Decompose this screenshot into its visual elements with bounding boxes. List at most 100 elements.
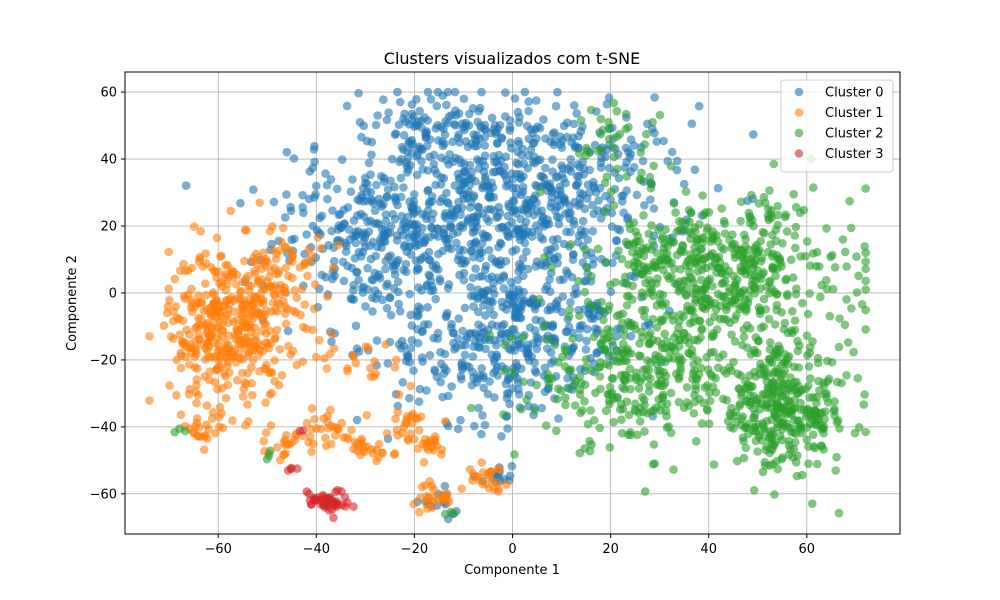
data-point xyxy=(765,448,774,458)
data-point xyxy=(443,87,453,97)
data-point xyxy=(784,397,793,407)
data-point xyxy=(602,99,612,109)
data-point xyxy=(240,256,249,266)
data-point xyxy=(638,156,648,166)
data-point xyxy=(372,336,382,345)
data-point xyxy=(181,181,191,190)
data-point xyxy=(420,113,429,122)
data-point xyxy=(289,154,299,163)
data-point xyxy=(442,100,451,110)
data-point xyxy=(573,237,583,247)
data-point xyxy=(780,318,790,328)
data-point xyxy=(485,330,495,340)
data-point xyxy=(322,364,332,373)
data-point xyxy=(272,269,281,279)
data-point xyxy=(608,258,617,268)
data-point xyxy=(709,460,719,469)
data-point xyxy=(768,230,777,240)
data-point xyxy=(566,227,575,237)
data-point xyxy=(459,275,469,285)
data-point xyxy=(625,364,635,374)
data-point xyxy=(619,325,629,335)
data-point xyxy=(506,138,515,147)
data-point xyxy=(759,192,769,202)
data-point xyxy=(507,461,517,471)
data-point xyxy=(392,236,402,245)
data-point xyxy=(553,234,562,244)
data-point xyxy=(728,230,737,239)
data-point xyxy=(552,202,562,212)
data-point xyxy=(604,134,614,144)
y-tick-label: −20 xyxy=(90,353,117,368)
data-point xyxy=(661,225,670,234)
data-point xyxy=(620,331,629,341)
data-point xyxy=(200,445,209,454)
data-point xyxy=(725,318,735,328)
data-point xyxy=(454,314,464,323)
data-point xyxy=(366,363,375,373)
data-point xyxy=(744,208,754,218)
data-point xyxy=(246,311,256,321)
data-point xyxy=(826,252,835,262)
data-point xyxy=(750,409,760,419)
data-point xyxy=(613,357,622,367)
data-point xyxy=(460,259,469,268)
data-point xyxy=(793,451,802,461)
data-point xyxy=(694,101,704,111)
data-point xyxy=(462,332,472,342)
data-point xyxy=(440,363,449,373)
data-point xyxy=(490,393,499,402)
data-point xyxy=(356,252,366,261)
data-point xyxy=(772,350,782,359)
data-point xyxy=(667,342,677,352)
x-tick-label: 40 xyxy=(700,542,717,557)
data-point xyxy=(249,355,258,365)
data-point xyxy=(447,223,456,232)
data-point xyxy=(288,346,298,356)
data-point xyxy=(402,222,412,232)
data-point xyxy=(212,295,221,305)
data-point xyxy=(698,324,707,334)
data-point xyxy=(847,304,856,313)
data-point xyxy=(861,427,870,437)
data-point xyxy=(592,349,602,358)
data-point xyxy=(353,211,362,220)
data-point xyxy=(523,164,533,173)
data-point xyxy=(507,333,517,343)
data-point xyxy=(711,374,720,383)
data-point xyxy=(541,421,551,430)
data-point xyxy=(749,221,758,231)
data-point xyxy=(363,263,372,273)
data-point xyxy=(172,390,181,400)
data-point xyxy=(397,211,406,221)
data-point xyxy=(429,286,438,295)
data-point xyxy=(327,499,337,509)
legend-marker xyxy=(794,108,804,117)
data-point xyxy=(662,337,671,346)
data-point xyxy=(269,245,278,255)
data-point xyxy=(617,254,627,264)
data-point xyxy=(809,442,818,451)
data-point xyxy=(778,239,787,248)
data-point xyxy=(730,282,740,291)
data-point xyxy=(789,444,799,454)
data-point xyxy=(415,142,424,152)
data-point xyxy=(371,120,381,130)
data-point xyxy=(500,340,510,350)
data-point xyxy=(481,344,490,354)
data-point xyxy=(453,334,463,344)
data-point xyxy=(698,191,707,200)
data-point xyxy=(430,165,440,175)
data-point xyxy=(352,415,362,425)
data-point xyxy=(441,416,450,426)
data-point xyxy=(460,340,470,350)
data-point xyxy=(478,411,487,420)
data-point xyxy=(787,410,796,420)
data-point xyxy=(232,376,242,385)
data-point xyxy=(298,190,307,200)
data-point xyxy=(426,95,436,104)
data-point xyxy=(722,305,731,315)
data-point xyxy=(850,428,860,438)
data-point xyxy=(196,227,205,236)
data-point xyxy=(861,257,870,266)
